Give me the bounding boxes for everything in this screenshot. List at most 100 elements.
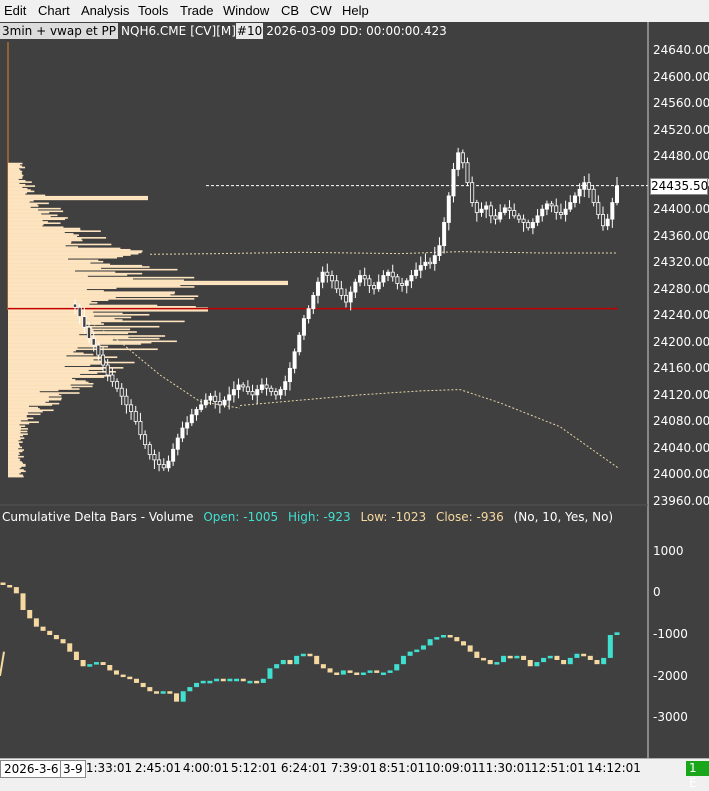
- cd-bar: [294, 655, 300, 665]
- menu-item-tools[interactable]: Tools: [138, 3, 169, 18]
- menu-item-analysis[interactable]: Analysis: [81, 3, 130, 18]
- profile-bar: [8, 353, 94, 356]
- cd-tick-label: -2000: [653, 668, 688, 683]
- time-tick-label: 12:51:01: [531, 761, 585, 775]
- profile-bar: [8, 382, 94, 385]
- candle-body: [451, 168, 456, 197]
- cd-bar: [267, 668, 273, 679]
- cd-bar: [160, 691, 166, 694]
- profile-bar: [8, 439, 19, 442]
- profile-bar: [8, 266, 150, 268]
- profile-bar: [8, 248, 131, 251]
- profile-bar: [8, 250, 143, 252]
- cd-bar: [427, 639, 433, 646]
- profile-bar: [8, 429, 21, 431]
- menu-item-chart[interactable]: Chart: [38, 3, 70, 18]
- candle-body: [115, 381, 120, 389]
- candle-body: [269, 387, 274, 392]
- profile-bar: [8, 169, 21, 171]
- candle-body: [563, 208, 568, 215]
- cd-bar: [174, 693, 180, 702]
- menu-item-cw[interactable]: CW: [310, 3, 332, 18]
- menu-item-window[interactable]: Window: [223, 3, 270, 18]
- chart-area[interactable]: [0, 22, 709, 758]
- candle-body: [512, 210, 517, 217]
- candle-body: [231, 389, 236, 396]
- time-axis[interactable]: 2026-3-6 3-9 1:33:01 2:45:01 4:00:01 5:12:0…: [0, 758, 709, 791]
- candle-body: [213, 395, 218, 402]
- profile-bar: [8, 179, 26, 182]
- candle-body: [110, 374, 115, 383]
- profile-bar: [8, 170, 23, 173]
- cd-params: (No, 10, Yes, No): [513, 510, 614, 524]
- menu-item-trade[interactable]: Trade: [180, 3, 214, 18]
- candle-body: [577, 188, 582, 197]
- candle-body: [124, 395, 129, 406]
- profile-bar: [8, 389, 59, 392]
- profile-bar: [8, 364, 91, 366]
- candle-body: [222, 399, 227, 406]
- profile-bar: [8, 420, 21, 422]
- chart-header: 3min + vwap et PP NQH6.CME [CV][M]#10 2026-…: [0, 23, 447, 39]
- profile-bar: [8, 226, 64, 229]
- menu-item-edit[interactable]: Edit: [4, 3, 27, 18]
- menu-item-help[interactable]: Help: [342, 3, 369, 18]
- profile-bar: [8, 185, 36, 187]
- candle-body: [358, 275, 363, 283]
- candle-body: [465, 162, 470, 184]
- profile-bar: [8, 264, 143, 267]
- time-tick-label: 11:30:01: [478, 761, 532, 775]
- candle-body: [143, 434, 148, 446]
- cd-bar: [360, 672, 366, 675]
- candle-body: [236, 384, 241, 390]
- candle-body: [329, 275, 334, 282]
- profile-bar: [8, 453, 20, 455]
- cd-bar: [234, 678, 240, 682]
- profile-bar: [8, 271, 116, 274]
- profile-bar: [8, 244, 66, 247]
- profile-bar: [8, 392, 80, 394]
- candle-body: [101, 354, 106, 366]
- candle-body: [600, 214, 605, 227]
- profile-bar: [8, 166, 26, 169]
- profile-bar: [8, 267, 102, 270]
- cd-bar: [254, 680, 260, 684]
- profile-bar: [8, 311, 94, 313]
- menu-item-cb[interactable]: CB: [281, 3, 300, 18]
- candle-body: [339, 288, 344, 296]
- profile-bar: [8, 191, 28, 194]
- profile-bar: [8, 317, 115, 320]
- profile-bar: [8, 344, 100, 347]
- cd-bar: [307, 653, 313, 657]
- symbol-label[interactable]: NQH6.CME: [121, 24, 187, 38]
- profile-bar: [8, 323, 104, 325]
- profile-bar: [8, 441, 23, 443]
- profile-bar: [8, 173, 22, 175]
- status-indicator[interactable]: 1 E: [686, 761, 709, 790]
- candle-body: [315, 281, 320, 296]
- cd-open: Open: -1005: [203, 510, 279, 524]
- profile-bar: [8, 373, 81, 376]
- profile-bar: [8, 190, 35, 193]
- profile-bar: [8, 252, 139, 255]
- candle-body: [372, 285, 377, 290]
- profile-bar: [8, 181, 32, 183]
- profile-bar: [8, 451, 19, 454]
- study-label: 3min + vwap et PP: [0, 23, 119, 39]
- candle-body: [572, 195, 577, 203]
- chart-info-label: 2026-03-09 DD: 00:00:00.423: [266, 24, 447, 38]
- profile-bar: [8, 164, 20, 166]
- cd-bar: [214, 678, 220, 682]
- price-chart-svg[interactable]: [0, 22, 709, 758]
- cd-bar: [414, 649, 420, 653]
- cd-low: Low: -1023: [360, 510, 427, 524]
- cd-bar: [93, 662, 99, 665]
- candle-body: [488, 205, 493, 217]
- profile-bar: [8, 260, 104, 263]
- time-tick-label: 8:51:01: [378, 761, 426, 775]
- profile-bar: [8, 467, 20, 470]
- profile-bar: [8, 205, 39, 207]
- cd-edge-mark: [0, 651, 5, 676]
- profile-bar: [8, 194, 46, 197]
- candle-body: [615, 185, 620, 203]
